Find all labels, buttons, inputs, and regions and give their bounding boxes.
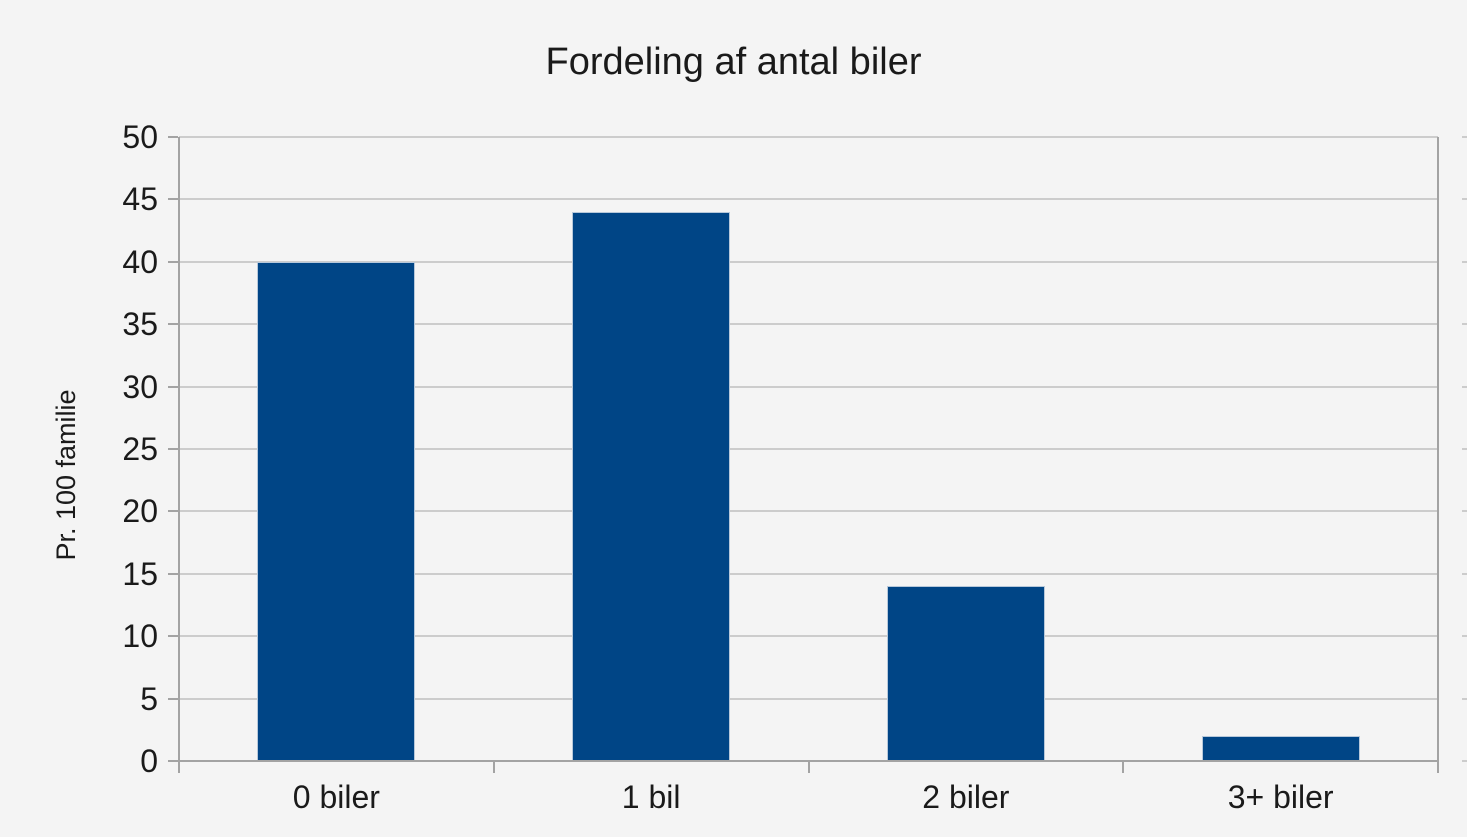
chart-title: Fordeling af antal biler: [545, 41, 922, 83]
gridline: [179, 510, 1438, 513]
y-tick-mark: [168, 260, 178, 263]
bar: [1201, 736, 1360, 761]
y-tick-mark: [168, 323, 178, 326]
y-tick-mark: [168, 635, 178, 638]
y-tick-label: 35: [122, 306, 158, 343]
right-edge-tick: [1462, 510, 1467, 513]
y-tick-mark: [168, 760, 178, 762]
right-edge-tick: [1462, 572, 1467, 575]
y-tick-mark: [168, 385, 178, 388]
y-tick-label: 20: [122, 493, 158, 530]
gridline: [179, 198, 1438, 201]
right-edge-tick: [1462, 635, 1467, 638]
gridline: [179, 260, 1438, 263]
right-edge-tick: [1462, 198, 1467, 201]
y-tick-mark: [168, 697, 178, 700]
x-tick-mark: [1122, 762, 1125, 773]
y-tick-label: 10: [122, 618, 158, 655]
y-tick-mark: [168, 448, 178, 450]
y-tick-mark: [168, 198, 178, 201]
gridline: [179, 572, 1438, 575]
x-tick-mark: [492, 762, 495, 773]
right-edge-tick: [1462, 385, 1467, 388]
y-tick-label: 5: [140, 680, 158, 717]
y-tick-label: 40: [122, 243, 158, 280]
plot-right-border: [1437, 137, 1439, 762]
y-axis-title: Pr. 100 familie: [51, 389, 81, 561]
right-edge-tick: [1462, 136, 1467, 138]
y-tick-label: 45: [122, 181, 158, 218]
gridline: [179, 635, 1438, 638]
x-axis-line: [178, 760, 1439, 762]
y-tick-label: 0: [140, 743, 158, 779]
gridline: [179, 136, 1438, 138]
y-tick-label: 25: [122, 431, 158, 467]
x-category-label: 3+ biler: [1227, 779, 1334, 815]
y-tick-mark: [168, 136, 178, 138]
x-category-label: 1 bil: [621, 779, 681, 815]
right-edge-tick: [1462, 448, 1467, 450]
y-tick-label: 50: [122, 119, 158, 155]
y-tick-mark: [168, 572, 178, 575]
gridline: [179, 448, 1438, 450]
x-tick-mark: [178, 762, 180, 773]
y-tick-mark: [168, 510, 178, 513]
right-edge-tick: [1462, 760, 1467, 762]
gridline: [179, 385, 1438, 388]
x-category-label: 2 biler: [922, 779, 1010, 815]
gridline: [179, 323, 1438, 326]
right-edge-tick: [1462, 323, 1467, 326]
gridline: [179, 697, 1438, 700]
bar: [572, 211, 731, 761]
x-tick-mark: [807, 762, 810, 773]
x-category-label: 0 biler: [292, 779, 380, 815]
x-tick-mark: [1437, 762, 1439, 773]
right-edge-tick: [1462, 260, 1467, 263]
y-axis-line: [178, 137, 180, 762]
y-tick-label: 15: [122, 555, 158, 592]
bar: [886, 586, 1045, 761]
bar: [257, 261, 416, 761]
y-tick-label: 30: [122, 368, 158, 405]
right-edge-tick: [1462, 697, 1467, 700]
